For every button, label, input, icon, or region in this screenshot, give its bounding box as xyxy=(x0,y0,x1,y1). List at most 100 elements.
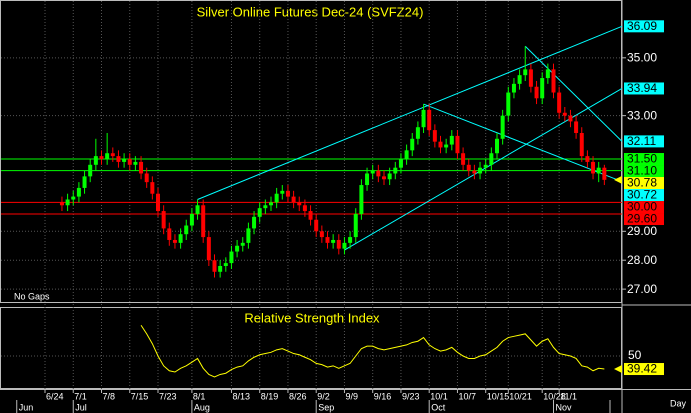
x-tick-label: 11/1 xyxy=(560,391,577,401)
candle-body xyxy=(133,161,138,165)
candle-body xyxy=(511,83,516,93)
month-label: Nov xyxy=(556,402,573,412)
period-label: Day xyxy=(670,398,687,408)
candle-body xyxy=(325,237,330,243)
candle-body xyxy=(427,109,432,131)
rsi-title: Relative Strength Index xyxy=(244,310,380,325)
candle-body xyxy=(280,190,285,194)
value-label: 28.00 xyxy=(627,253,657,267)
candle-body xyxy=(342,242,347,249)
value-label: 31.50 xyxy=(627,152,657,166)
note: No Gaps xyxy=(14,291,50,301)
rsi-last-box xyxy=(624,363,664,376)
candle-body xyxy=(314,219,319,232)
candle-body xyxy=(557,92,562,113)
candle-body xyxy=(252,216,257,229)
candle-body xyxy=(489,153,494,165)
value-label-box xyxy=(624,153,664,166)
candle-body xyxy=(421,109,426,128)
rsi-last-marker xyxy=(614,365,622,374)
value-label: 35.00 xyxy=(627,50,657,64)
trendline xyxy=(423,103,623,183)
candle-body xyxy=(353,213,358,238)
candle-body xyxy=(500,115,505,139)
candle-body xyxy=(483,164,488,168)
rsi-tick-label: 50 xyxy=(628,348,642,362)
x-tick-label: 7/23 xyxy=(159,391,177,401)
x-tick-label: 10/28 xyxy=(543,391,566,401)
candle-body xyxy=(240,242,245,246)
month-label: Jul xyxy=(75,402,87,412)
candle-body xyxy=(382,176,386,180)
candle-body xyxy=(596,167,601,174)
x-tick-label: 7/1 xyxy=(74,391,87,401)
candle-body xyxy=(189,213,194,226)
candle-body xyxy=(461,153,466,165)
candle-body xyxy=(82,176,87,188)
candle-body xyxy=(534,86,539,99)
candle-body xyxy=(404,150,409,160)
candle-body xyxy=(246,228,251,243)
candle-body xyxy=(444,144,449,148)
candle-body xyxy=(466,164,471,171)
value-label: 33.00 xyxy=(627,108,657,122)
candle-body xyxy=(319,231,324,238)
candle-body xyxy=(393,167,398,174)
candle-body xyxy=(370,170,375,174)
candle-body xyxy=(359,185,364,214)
trendline xyxy=(197,25,623,200)
rsi-line xyxy=(140,324,605,378)
value-label: 30.78 xyxy=(627,176,657,190)
value-label-box xyxy=(624,82,664,95)
value-label-box xyxy=(624,189,664,202)
candle-body xyxy=(348,237,353,243)
value-label: 27.00 xyxy=(627,282,657,296)
candle-body xyxy=(506,92,511,116)
candle-body xyxy=(127,159,132,165)
candle-body xyxy=(235,245,240,252)
candle-body xyxy=(71,196,76,200)
x-tick-label: 8/26 xyxy=(289,391,307,401)
rsi-last-label: 39.42 xyxy=(627,362,657,376)
value-label-box xyxy=(624,201,664,214)
candle-body xyxy=(591,161,596,174)
candle-body xyxy=(223,263,228,266)
x-tick-label: 7/8 xyxy=(103,391,116,401)
value-label: 29.60 xyxy=(627,212,657,226)
candle-body xyxy=(517,75,522,84)
value-label: 31.10 xyxy=(627,164,657,178)
candle-body xyxy=(478,167,483,174)
candle-body xyxy=(172,239,177,243)
candle-body xyxy=(472,170,477,174)
candle-body xyxy=(562,112,567,116)
candle-body xyxy=(99,156,104,160)
candle-body xyxy=(297,202,302,206)
x-tick-label: 10/21 xyxy=(509,391,532,401)
candle-body xyxy=(150,182,155,194)
candle-body xyxy=(184,225,189,235)
candle-body xyxy=(579,132,584,157)
candle-body xyxy=(257,208,262,217)
candle-body xyxy=(269,202,273,206)
value-label: 30.72 xyxy=(627,188,657,202)
candle-body xyxy=(528,69,533,87)
candle-body xyxy=(551,69,556,93)
candle-body xyxy=(432,130,437,142)
candle-body xyxy=(545,69,550,79)
candle-body xyxy=(568,115,573,122)
candle-body xyxy=(263,205,268,209)
candle-body xyxy=(156,193,160,212)
candle-body xyxy=(206,237,211,261)
candle-body xyxy=(65,199,70,206)
candle-body xyxy=(365,173,370,186)
candle-body xyxy=(574,121,579,133)
candle-body xyxy=(110,153,115,157)
candle-body xyxy=(455,135,460,154)
candle-body xyxy=(308,211,313,220)
candle-body xyxy=(195,205,200,214)
x-tick-label: 9/2 xyxy=(317,391,330,401)
month-label: Aug xyxy=(194,402,210,412)
candle-body xyxy=(274,193,279,203)
